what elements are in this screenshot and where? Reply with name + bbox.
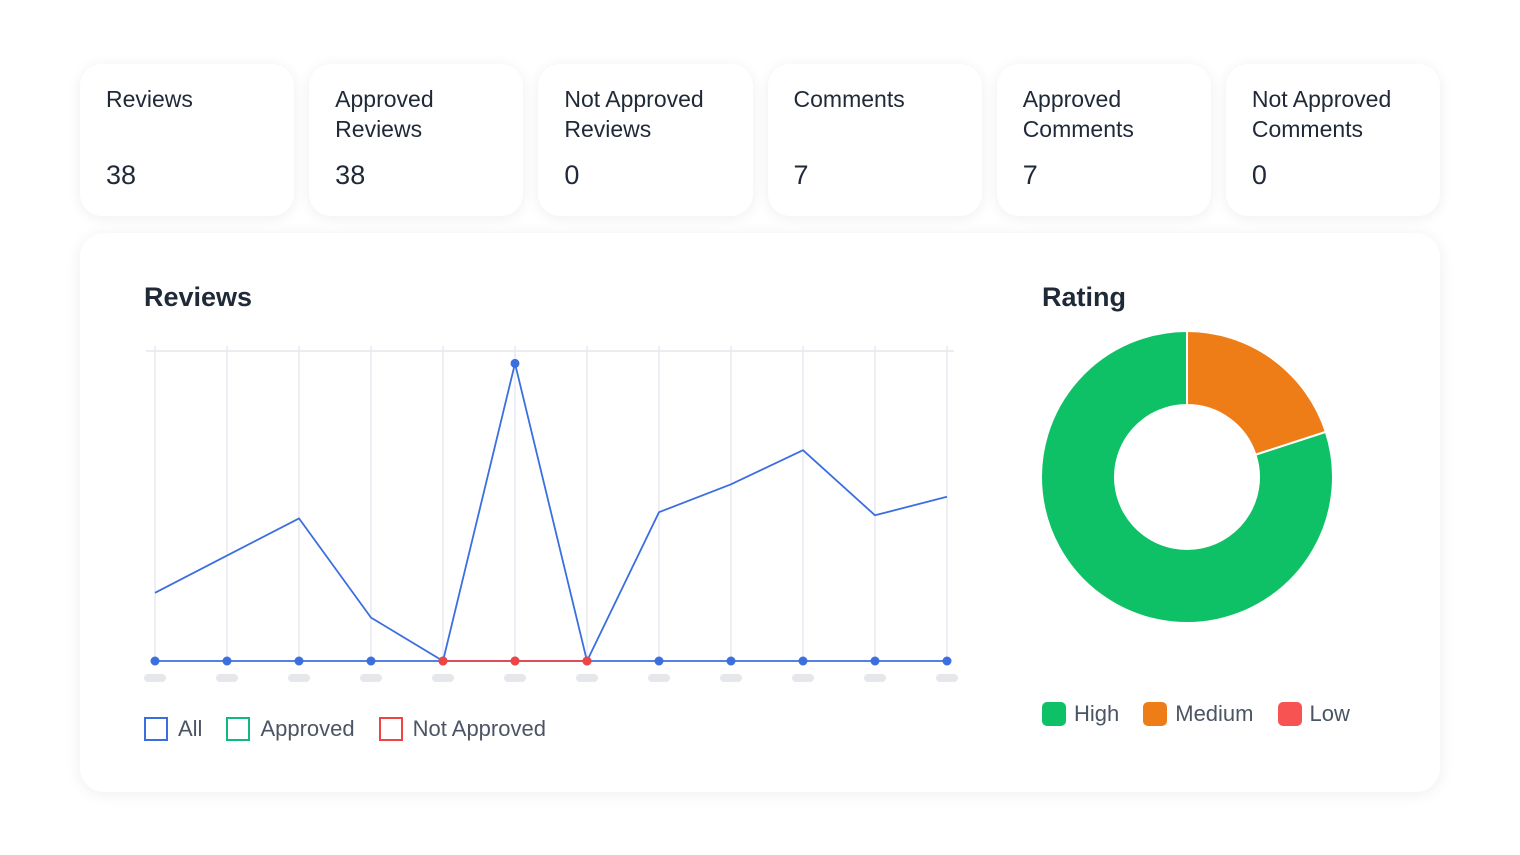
legend-item-high[interactable]: High bbox=[1042, 701, 1119, 727]
data-point bbox=[798, 656, 808, 666]
x-tick-label-placeholder bbox=[144, 674, 166, 682]
legend-swatch-low bbox=[1277, 702, 1302, 726]
rating-legend: High Medium Low bbox=[1042, 701, 1374, 727]
data-point bbox=[366, 656, 376, 666]
x-tick-label-placeholder bbox=[576, 674, 598, 682]
stat-value: 7 bbox=[1022, 160, 1038, 190]
stat-card-approved-comments: Approved Comments 7 bbox=[996, 64, 1211, 216]
legend-swatch-not-approved bbox=[378, 717, 403, 741]
stat-label: Approved Reviews bbox=[335, 86, 434, 142]
stat-label: Comments bbox=[793, 86, 905, 112]
x-tick-label-placeholder bbox=[360, 674, 382, 682]
stat-value: 7 bbox=[793, 160, 809, 190]
stat-card-reviews: Reviews 38 bbox=[80, 64, 295, 216]
stat-card-not-approved-reviews: Not Approved Reviews 0 bbox=[538, 64, 753, 216]
x-tick-label-placeholder bbox=[936, 674, 958, 682]
data-point bbox=[582, 656, 592, 666]
chart-series bbox=[150, 358, 952, 666]
stat-card-comments: Comments 7 bbox=[767, 64, 982, 216]
stat-label: Approved Comments bbox=[1022, 86, 1134, 142]
legend-swatch-approved bbox=[226, 717, 251, 741]
legend-label: Low bbox=[1309, 701, 1350, 726]
stat-value: 38 bbox=[106, 160, 137, 190]
data-point-peak bbox=[510, 358, 520, 368]
series-line-all bbox=[154, 362, 948, 662]
legend-label: Not Approved bbox=[412, 716, 546, 741]
legend-item-approved[interactable]: Approved bbox=[226, 716, 355, 742]
stat-value: 0 bbox=[1251, 160, 1267, 190]
legend-label: Medium bbox=[1175, 701, 1254, 726]
stats-row: Reviews 38 Approved Reviews 38 Not Appro… bbox=[80, 64, 1441, 216]
reviews-chart-title: Reviews bbox=[144, 282, 253, 312]
chart-x-ticks bbox=[144, 674, 958, 682]
donut-slice-medium bbox=[1186, 329, 1328, 457]
chart-grid bbox=[146, 346, 954, 661]
legend-swatch-medium bbox=[1143, 702, 1168, 726]
x-tick-label-placeholder bbox=[792, 674, 814, 682]
stat-card-not-approved-comments: Not Approved Comments 0 bbox=[1225, 64, 1441, 216]
rating-donut-chart bbox=[1040, 329, 1334, 624]
stat-label: Not Approved Comments bbox=[1251, 86, 1392, 142]
x-tick-label-placeholder bbox=[432, 674, 454, 682]
reviews-legend: All Approved Not Approved bbox=[144, 716, 570, 742]
stat-value: 0 bbox=[564, 160, 580, 190]
legend-item-low[interactable]: Low bbox=[1277, 701, 1350, 727]
data-point bbox=[654, 656, 664, 666]
reviews-line-chart bbox=[144, 346, 958, 682]
legend-item-medium[interactable]: Medium bbox=[1143, 701, 1254, 727]
data-point bbox=[726, 656, 736, 666]
legend-label: All bbox=[178, 716, 203, 741]
x-tick-label-placeholder bbox=[864, 674, 886, 682]
stat-label: Reviews bbox=[106, 86, 193, 112]
data-point bbox=[510, 656, 520, 666]
legend-item-all[interactable]: All bbox=[144, 716, 202, 742]
x-tick-label-placeholder bbox=[504, 674, 526, 682]
legend-label: High bbox=[1074, 701, 1120, 726]
donut-slice-high bbox=[1040, 329, 1334, 624]
rating-chart-title: Rating bbox=[1042, 282, 1126, 312]
x-tick-label-placeholder bbox=[288, 674, 310, 682]
stat-label: Not Approved Reviews bbox=[564, 86, 704, 142]
legend-swatch-all bbox=[144, 717, 168, 741]
x-tick-label-placeholder bbox=[648, 674, 670, 682]
data-point bbox=[294, 656, 304, 666]
data-point bbox=[870, 656, 880, 666]
legend-label: Approved bbox=[260, 716, 355, 741]
stat-value: 38 bbox=[335, 160, 366, 190]
x-tick-label-placeholder bbox=[720, 674, 742, 682]
data-point bbox=[942, 656, 952, 666]
x-tick-label-placeholder bbox=[216, 674, 238, 682]
data-point bbox=[222, 656, 232, 666]
legend-item-not-approved[interactable]: Not Approved bbox=[378, 716, 546, 742]
legend-swatch-high bbox=[1042, 702, 1066, 726]
charts-panel: Reviews Rating All Approved Not Approved… bbox=[80, 233, 1440, 792]
stat-card-approved-reviews: Approved Reviews 38 bbox=[309, 64, 524, 216]
data-point bbox=[438, 656, 448, 666]
data-point bbox=[150, 656, 160, 666]
